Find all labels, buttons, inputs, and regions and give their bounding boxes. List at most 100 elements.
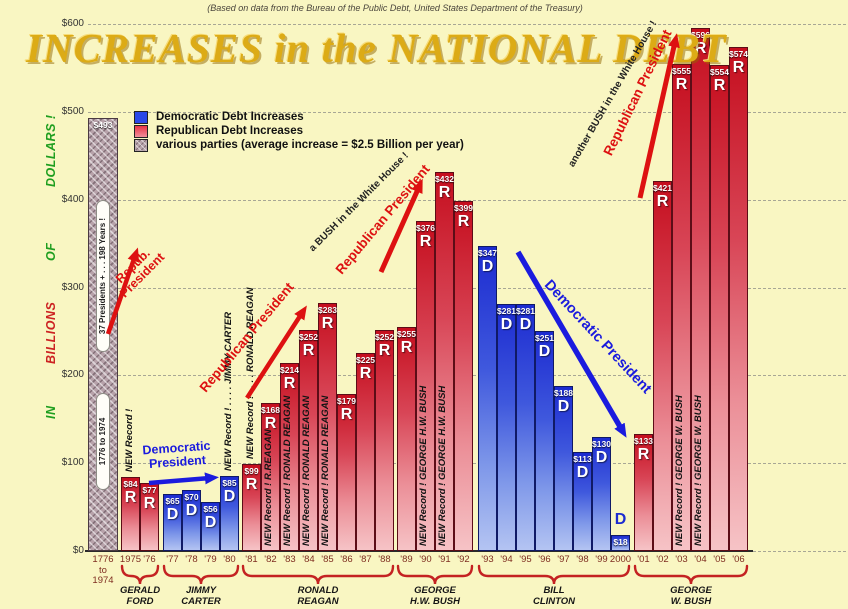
party-letter: R bbox=[732, 59, 745, 76]
party-letter: R bbox=[656, 193, 669, 210]
x-tick-label: '82 bbox=[264, 554, 277, 565]
bar-78 bbox=[182, 490, 201, 551]
bar-93 bbox=[478, 246, 497, 551]
new-record-label: NEW Record ! R.REAGAN bbox=[263, 429, 274, 546]
party-letter: R bbox=[321, 315, 334, 332]
x-tick-label: '81 bbox=[245, 554, 258, 565]
party-letter: D bbox=[500, 316, 513, 333]
x-tick-label: '94 bbox=[500, 554, 513, 565]
bar-94 bbox=[497, 304, 516, 551]
bar-value-label: $255 bbox=[397, 329, 416, 339]
bar-77 bbox=[163, 494, 182, 551]
bar-02 bbox=[653, 181, 672, 551]
bar-value-label: $283 bbox=[318, 305, 337, 315]
x-tick-label: '90 bbox=[419, 554, 432, 565]
brace-george-h-w-bush bbox=[396, 564, 474, 585]
legend-label-democratic: Democratic Debt Increases bbox=[156, 111, 304, 123]
y-axis-word: OF bbox=[44, 242, 58, 261]
brace-bill-clinton bbox=[477, 564, 631, 585]
bar-value-label: $432 bbox=[435, 174, 454, 184]
gridline-400 bbox=[88, 199, 846, 201]
bar-value-label: $252 bbox=[375, 332, 394, 342]
x-tick-label: '78 bbox=[185, 554, 198, 565]
x-tick-label: '79 bbox=[204, 554, 217, 565]
x-tick-label: '06 bbox=[732, 554, 745, 565]
bar-value-label: $77 bbox=[142, 485, 157, 495]
bar-value-label: $99 bbox=[244, 466, 259, 476]
x-tick-label: '03 bbox=[675, 554, 688, 565]
x-tick-label: '88 bbox=[378, 554, 391, 565]
democratic-swatch-icon bbox=[134, 110, 148, 124]
y-tick-label: $500 bbox=[61, 106, 84, 117]
x-tick-label: '85 bbox=[321, 554, 334, 565]
bar-value-label: $554 bbox=[710, 67, 729, 77]
x-tick-label: '95 bbox=[519, 554, 532, 565]
bar-90 bbox=[416, 221, 435, 551]
y-tick-label: $200 bbox=[61, 369, 84, 381]
party-letter: D bbox=[519, 316, 532, 333]
y-tick-label: $0 bbox=[72, 545, 84, 556]
bar-value-label: $85 bbox=[222, 478, 237, 488]
x-tick-label: '89 bbox=[400, 554, 413, 565]
hatch-note-presidents: 37 Presidents + . . . 198 Years ! bbox=[96, 200, 110, 352]
y-axis-word: DOLLARS ! bbox=[44, 114, 58, 187]
various-parties-swatch-icon bbox=[134, 138, 148, 152]
brace-george-w-bush bbox=[633, 564, 749, 585]
x-tick-label: '99 bbox=[595, 554, 608, 565]
bar-value-label: $113 bbox=[573, 454, 592, 464]
y-tick-label: $100 bbox=[61, 457, 84, 469]
bar-87 bbox=[356, 353, 375, 551]
new-record-label: NEW Record ! bbox=[124, 408, 135, 472]
bar-80 bbox=[220, 476, 239, 551]
party-letter: R bbox=[359, 365, 372, 382]
party-letter: D bbox=[166, 506, 179, 523]
party-letter: R bbox=[378, 342, 391, 359]
party-letter: D bbox=[185, 502, 198, 519]
party-letter: D bbox=[223, 488, 236, 505]
party-letter: D bbox=[538, 343, 551, 360]
president-name: GEORGE H.W. BUSH bbox=[410, 585, 460, 607]
party-letter: R bbox=[245, 476, 258, 493]
bar-05 bbox=[710, 65, 729, 551]
party-letter: R bbox=[143, 495, 156, 512]
bar-99 bbox=[592, 437, 611, 551]
x-axis-line bbox=[85, 550, 753, 552]
legend-item-republican: Republican Debt Increases bbox=[134, 124, 464, 138]
hatch-note-years: 1776 to 1974 bbox=[96, 393, 110, 490]
bar-value-label: $168 bbox=[261, 405, 280, 415]
y-tick-label: $400 bbox=[61, 193, 84, 205]
president-name: RONALD REAGAN bbox=[297, 585, 339, 607]
bar-value-label: $84 bbox=[123, 479, 138, 489]
president-name: BILL CLINTON bbox=[532, 585, 576, 607]
y-tick-label: $300 bbox=[61, 281, 84, 293]
bar-96 bbox=[535, 331, 554, 551]
legend-label-republican: Republican Debt Increases bbox=[156, 125, 303, 137]
x-tick-label: '04 bbox=[694, 554, 707, 565]
party-letter: R bbox=[302, 342, 315, 359]
bar-92 bbox=[454, 201, 473, 551]
x-tick-label: 1975 bbox=[119, 554, 142, 565]
gridline-600 bbox=[88, 24, 846, 26]
bar-82 bbox=[261, 403, 280, 551]
bar-value-label: $56 bbox=[203, 504, 218, 514]
bar-06 bbox=[729, 47, 748, 551]
x-tick-label: '02 bbox=[656, 554, 669, 565]
party-letter: D bbox=[557, 398, 570, 415]
party-letter: R bbox=[457, 213, 470, 230]
x-tick-label: '98 bbox=[576, 554, 589, 565]
party-letter: R bbox=[694, 40, 707, 57]
y-tick-label: $600 bbox=[61, 18, 84, 30]
bar-value-label: $130 bbox=[592, 439, 611, 449]
brace-jimmy-carter bbox=[162, 564, 240, 585]
bar-value-label: $281 bbox=[516, 306, 535, 316]
new-record-label: NEW Record ! RONALD REAGAN bbox=[320, 395, 331, 546]
bar-value-label: $133 bbox=[634, 436, 653, 446]
bar-value-label: $493 bbox=[93, 120, 113, 130]
bar-value-label: $70 bbox=[184, 492, 199, 502]
x-tick-label: '05 bbox=[713, 554, 726, 565]
x-tick-label: '77 bbox=[166, 554, 179, 565]
bar-value-label: $399 bbox=[454, 203, 473, 213]
bar-98 bbox=[573, 452, 592, 551]
x-tick-label: '86 bbox=[340, 554, 353, 565]
